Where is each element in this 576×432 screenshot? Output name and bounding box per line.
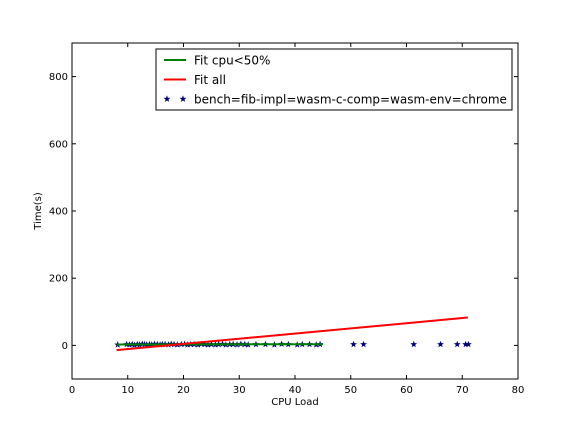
x-tick-label: 0 [69, 385, 75, 396]
legend-entry-label: Fit cpu<50% [194, 54, 270, 68]
legend-entry-label: bench=fib-impl=wasm-c-comp=wasm-env=chro… [194, 93, 507, 107]
y-tick-label: 200 [49, 274, 68, 285]
y-axis-label: Time(s) [33, 192, 44, 231]
x-tick-label: 10 [121, 385, 134, 396]
legend-box [155, 48, 513, 111]
data-point [410, 340, 418, 348]
y-tick-label: 400 [49, 207, 68, 218]
data-point [453, 340, 461, 348]
y-tick-label: 600 [49, 139, 68, 150]
data-point [462, 340, 470, 348]
legend-entry-label: Fit all [194, 73, 226, 87]
legend-star-marker [179, 95, 187, 102]
data-point [360, 340, 367, 348]
plot-area [114, 316, 472, 352]
legend-star-marker [163, 95, 171, 102]
data-group [114, 316, 472, 352]
x-tick-label: 70 [456, 385, 469, 396]
x-tick-label: 30 [233, 385, 246, 396]
legend: Fit cpu<50% Fit all bench=fib-impl=wasm-c-… [155, 48, 513, 111]
x-axis-label: CPU Load [271, 397, 319, 408]
x-tick-label: 80 [512, 385, 525, 396]
y-tick-label: 800 [49, 72, 68, 83]
y-tick-label: 0 [62, 341, 68, 352]
fit-all-line [116, 316, 468, 352]
x-tick-label: 60 [400, 385, 413, 396]
x-tick-label: 50 [344, 385, 357, 396]
data-point [464, 340, 472, 348]
data-point [350, 340, 357, 348]
x-tick-label: 20 [177, 385, 190, 396]
data-point [437, 340, 444, 348]
x-tick-label: 40 [289, 385, 302, 396]
